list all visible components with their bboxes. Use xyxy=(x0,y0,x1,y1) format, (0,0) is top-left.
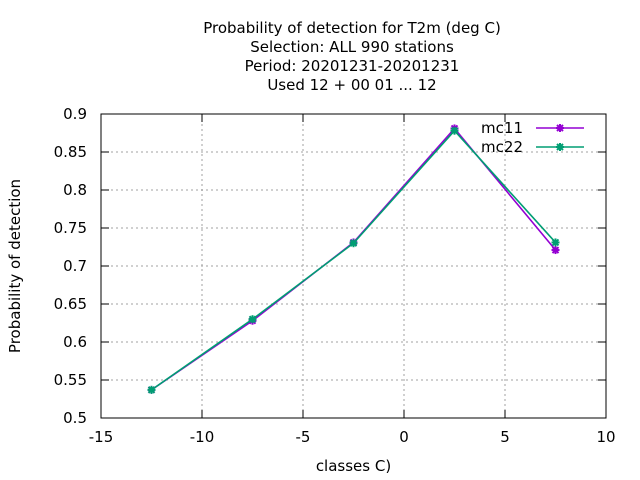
y-tick-label: 0.9 xyxy=(63,105,87,123)
data-point-mc22 xyxy=(551,238,560,247)
series-line-mc11 xyxy=(151,127,557,391)
y-axis-label: Probability of detection xyxy=(6,179,24,353)
y-tick-label: 0.65 xyxy=(54,295,87,313)
data-point-mc11 xyxy=(551,246,560,255)
y-tick-label: 0.8 xyxy=(63,181,87,199)
legend-marker-mc11 xyxy=(556,124,564,132)
x-tick-label: -5 xyxy=(296,428,311,446)
title-line: Probability of detection for T2m (deg C) xyxy=(203,19,501,37)
x-tick-label: 5 xyxy=(500,428,510,446)
data-point-mc22 xyxy=(349,239,358,248)
x-tick-label: 10 xyxy=(596,428,615,446)
y-tick-label: 0.7 xyxy=(63,257,87,275)
y-tick-label: 0.5 xyxy=(63,409,87,427)
y-tick-label: 0.55 xyxy=(54,371,87,389)
title-line: Used 12 + 00 01 ... 12 xyxy=(267,76,436,94)
y-tick-label: 0.6 xyxy=(63,333,87,351)
series-line-mc22 xyxy=(151,129,557,391)
chart-title: Probability of detection for T2m (deg C)… xyxy=(203,19,501,94)
y-tick-label: 0.75 xyxy=(54,219,87,237)
grid xyxy=(101,114,606,418)
y-tick-label: 0.85 xyxy=(54,143,87,161)
legend-label-mc11: mc11 xyxy=(481,119,523,137)
legend-label-mc22: mc22 xyxy=(481,138,523,156)
x-axis-label: classes C) xyxy=(316,457,391,475)
title-line: Period: 20201231-20201231 xyxy=(245,57,460,75)
data-point-mc22 xyxy=(147,385,156,394)
x-tick-label: -10 xyxy=(190,428,215,446)
axis-ticks: -15 -10 -5 0 5 10 0.5 0.55 0.6 0.65 0.7 0.75 0.8 0.85… xyxy=(54,105,616,446)
x-tick-label: -15 xyxy=(89,428,114,446)
data-point-mc22 xyxy=(248,315,257,324)
legend-marker-mc22 xyxy=(556,143,564,151)
data-point-mc22 xyxy=(450,126,459,135)
series xyxy=(147,124,560,394)
title-line: Selection: ALL 990 stations xyxy=(250,38,454,56)
x-tick-label: 0 xyxy=(399,428,409,446)
